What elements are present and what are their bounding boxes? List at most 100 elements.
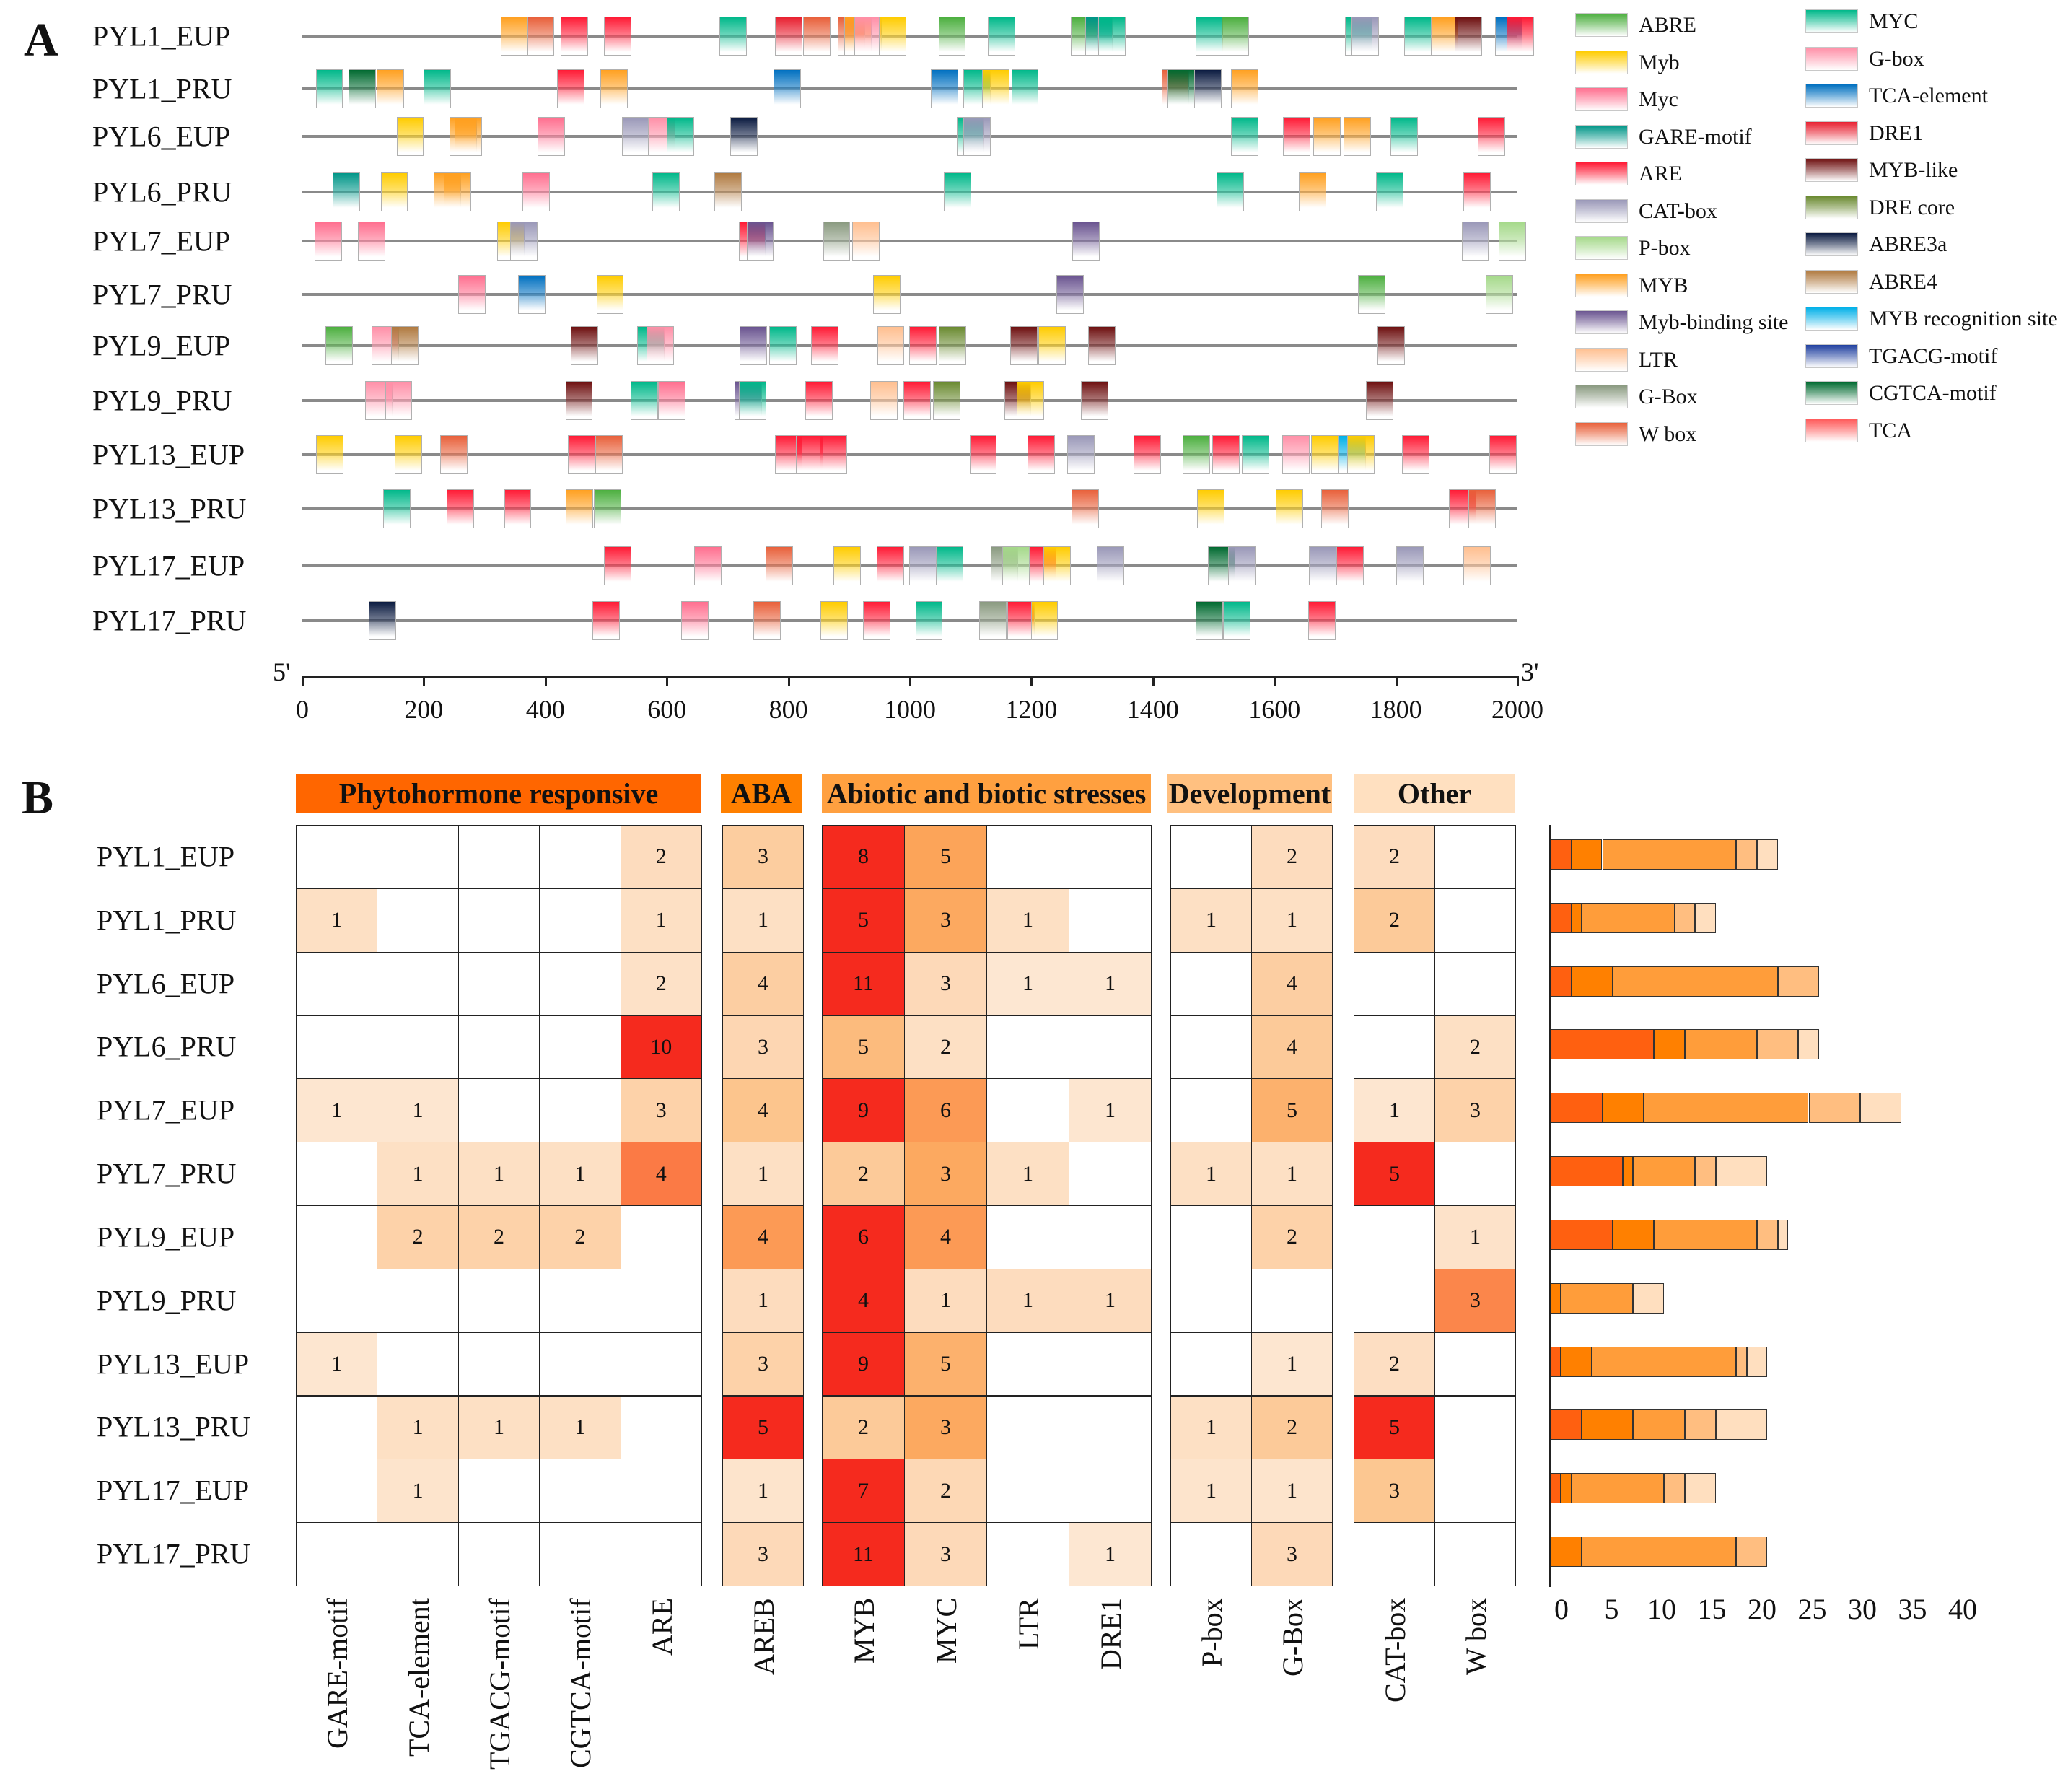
motif-box-myc [382,489,411,528]
motif-box-are [810,326,838,365]
motif-box-abre [1358,275,1386,314]
bar-segment-phytohormone-responsive [1551,1219,1613,1250]
heatmap-cell [620,1395,702,1460]
motif-box-myc [694,546,722,585]
promoter-line [302,135,1517,138]
heatmap-cell: 5 [1251,1078,1333,1143]
legend-swatch-icon [1575,273,1628,297]
heatmap-cell: 5 [1354,1142,1435,1206]
bar-segment-other [1746,1346,1768,1377]
motif-box-myc [458,275,486,314]
heatmap-cell [986,1459,1069,1524]
gene-label: PYL6_PRU [97,1030,237,1063]
heatmap-cell [457,1522,540,1586]
motif-box-g-box [385,381,413,420]
heatmap-cell [377,825,459,889]
heatmap-cell: 3 [904,1522,987,1586]
motif-box-myc [652,172,680,211]
heatmap-cell [457,1332,540,1397]
column-label: P-box [1196,1598,1228,1667]
heatmap-cell: 2 [1434,1015,1516,1080]
legend-swatch-icon [1805,84,1858,108]
heatmap-cell: 11 [822,951,905,1016]
bar-segment-aba [1602,1093,1644,1124]
legend-swatch-icon [1805,195,1858,219]
legend-swatch-icon [1575,13,1628,37]
motif-box-myc [1231,117,1259,156]
motif-box-myb [1431,17,1459,56]
gene-label: PYL9_EUP [97,1220,235,1254]
heatmap-cell [296,825,378,889]
motif-box-abre3a [1194,69,1222,108]
bar-segment-development [1736,1537,1768,1568]
motif-box-myb [1275,489,1303,528]
motif-box-myb [1017,381,1045,420]
motif-box-w-box [1071,489,1099,528]
column-label: CGTCA-motif [564,1598,597,1768]
legend-swatch-icon [1575,421,1628,446]
legend-swatch-icon [1575,310,1628,334]
heatmap-cell: 1 [377,1078,459,1143]
heatmap-cell: 1 [1251,1142,1333,1206]
motif-box-myb [396,117,424,156]
motif-box-myb [1347,435,1375,474]
heatmap-cell: 3 [904,951,987,1016]
gene-label: PYL7_EUP [92,224,231,258]
heatmap-cell: 1 [1170,1459,1252,1524]
axis-tick [544,676,547,686]
motif-box-are [1478,117,1506,156]
motif-box-myc [667,117,695,156]
promoter-line [302,293,1517,296]
heatmap-cell: 1 [722,888,804,953]
motif-box-myc [1098,17,1126,56]
bar-segment-other [1695,902,1716,933]
gene-label: PYL17_PRU [92,604,247,637]
bar-segment-development [1777,966,1819,997]
gene-label: PYL17_EUP [92,549,245,582]
motif-box-myb [1038,326,1066,365]
group-header: ABA [721,774,802,813]
axis-tick [666,676,669,686]
motif-box-myb [1310,435,1338,474]
heatmap-cell [1354,1015,1435,1080]
column-label: GARE-motif [321,1598,354,1749]
legend-label: W box [1639,421,1697,446]
promoter-line [302,191,1517,193]
heatmap-cell [1170,1332,1252,1397]
heatmap-cell [1069,1142,1152,1206]
motif-box-tca-element [930,69,958,108]
heatmap-cell: 9 [822,1078,905,1143]
heatmap-cell: 1 [722,1268,804,1333]
motif-box-p-box [1002,546,1030,585]
motif-box-cat-box [1461,222,1489,261]
heatmap-cell: 3 [1434,1268,1516,1333]
bar-segment-other [1757,839,1778,870]
heatmap-cell [986,825,1069,889]
heatmap-cell [1434,1522,1516,1586]
motif-box-cat-box [909,546,937,585]
motif-box-dre-core [939,326,967,365]
heatmap-cell [457,825,540,889]
heatmap-cell [1170,1522,1252,1586]
legend-label: DRE1 [1869,121,1923,145]
heatmap-cell: 2 [822,1395,905,1460]
heatmap-cell: 2 [904,1015,987,1080]
group-header: Abiotic and biotic stresses [822,774,1151,813]
axis-tick-label: 1200 [1005,695,1058,724]
heatmap-cell [1069,825,1152,889]
bar-tick-label: 20 [1748,1593,1776,1625]
motif-box-are [903,381,931,420]
heatmap-cell: 2 [1354,888,1435,953]
motif-box-gare-motif [333,172,360,211]
heatmap-cell [620,1522,702,1586]
motif-box-cat-box [1097,546,1125,585]
heatmap-cell [1354,1205,1435,1269]
heatmap-cell [457,951,540,1016]
bar-segment-abiotic-and-biotic-stresses [1602,839,1737,870]
motif-box-tca-element [774,69,802,108]
bar-segment-development [1674,902,1696,933]
axis-tick [1152,676,1155,686]
motif-box-myb [596,275,624,314]
heatmap-cell: 2 [620,951,702,1016]
heatmap-cell [986,1205,1069,1269]
